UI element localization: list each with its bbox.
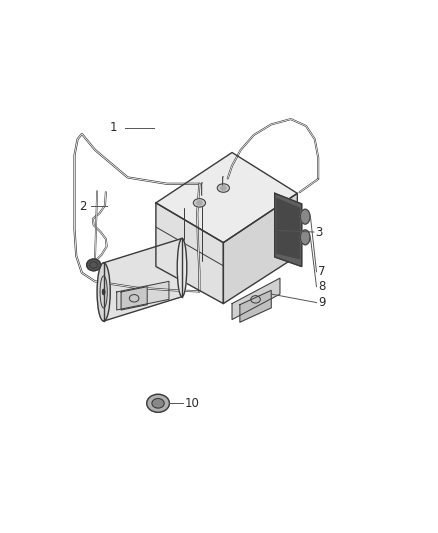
- Ellipse shape: [300, 209, 310, 224]
- Text: 9: 9: [318, 296, 326, 309]
- Polygon shape: [223, 193, 297, 304]
- Ellipse shape: [300, 230, 310, 245]
- Text: 7: 7: [318, 265, 326, 278]
- Polygon shape: [117, 281, 169, 310]
- Ellipse shape: [87, 259, 101, 271]
- Text: 2: 2: [79, 199, 86, 213]
- Polygon shape: [275, 193, 302, 266]
- Polygon shape: [156, 203, 223, 304]
- Ellipse shape: [97, 263, 110, 321]
- Ellipse shape: [152, 399, 164, 408]
- Ellipse shape: [102, 289, 105, 295]
- Text: 1: 1: [109, 121, 117, 134]
- Ellipse shape: [177, 238, 187, 297]
- Text: 8: 8: [318, 280, 325, 293]
- Text: 3: 3: [316, 225, 323, 239]
- Text: 10: 10: [185, 397, 200, 410]
- Polygon shape: [104, 238, 182, 321]
- Polygon shape: [240, 290, 271, 322]
- Polygon shape: [121, 287, 147, 310]
- Ellipse shape: [193, 199, 205, 207]
- Ellipse shape: [217, 184, 230, 192]
- Polygon shape: [277, 199, 300, 259]
- Polygon shape: [156, 152, 297, 243]
- Ellipse shape: [147, 394, 170, 413]
- Ellipse shape: [221, 186, 226, 190]
- Ellipse shape: [197, 201, 202, 205]
- Polygon shape: [232, 278, 280, 319]
